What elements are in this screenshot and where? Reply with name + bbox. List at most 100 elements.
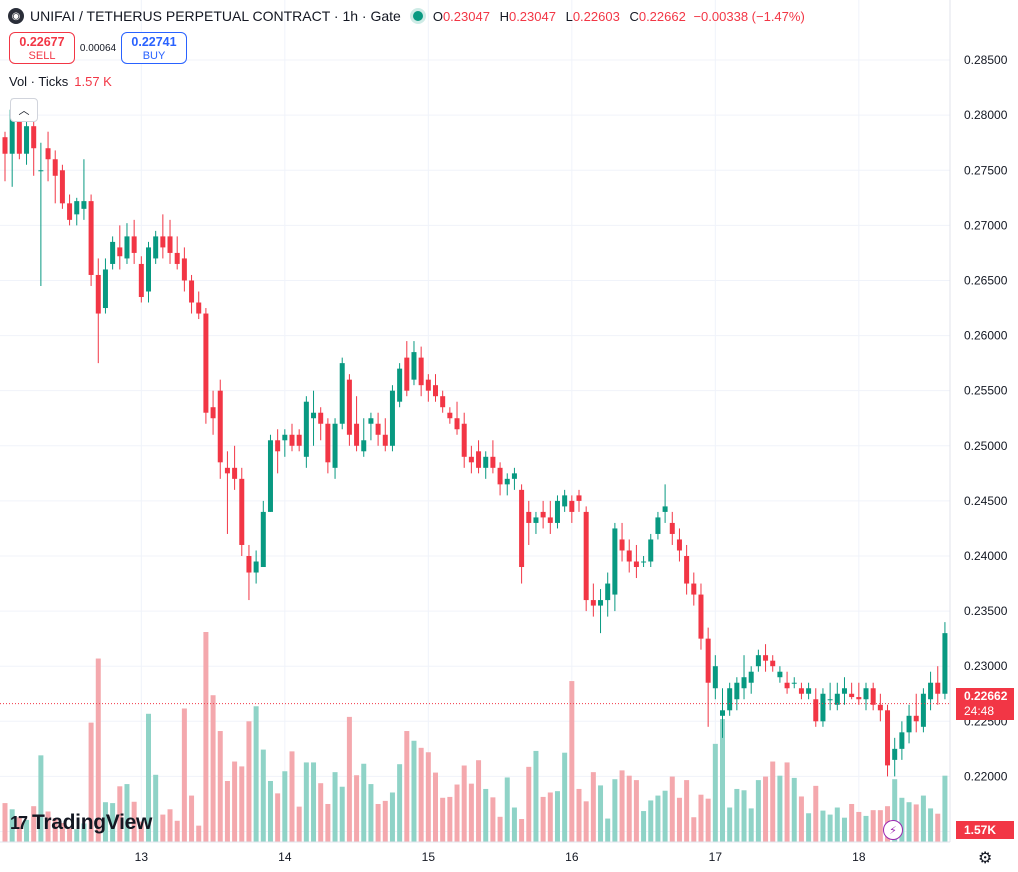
- candle: [928, 671, 934, 711]
- volume-bar: [440, 797, 446, 842]
- token-icon[interactable]: ◉: [8, 8, 24, 24]
- volume-bar: [253, 706, 259, 842]
- volume-bar: [88, 722, 94, 842]
- candle: [619, 522, 625, 562]
- volume-bar: [124, 784, 130, 842]
- volume-bar: [67, 827, 73, 842]
- time-tick-label: 15: [422, 850, 436, 864]
- volume-bar: [102, 802, 108, 842]
- volume-bar: [705, 798, 711, 842]
- candle: [497, 462, 503, 496]
- volume-bar: [770, 761, 776, 842]
- open-value: 0.23047: [442, 8, 490, 24]
- candle: [189, 274, 195, 314]
- candle: [920, 688, 926, 733]
- candle: [433, 374, 438, 402]
- volume-bar: [325, 803, 331, 842]
- price-tick-label: 0.22000: [964, 769, 1008, 783]
- candle: [354, 396, 360, 452]
- volume-bar: [798, 796, 804, 842]
- candle: [913, 693, 919, 733]
- volume-bar: [447, 796, 453, 842]
- volume-bar: [289, 751, 295, 842]
- price-axis[interactable]: 0.28500 0.28000 0.27500 0.27000 0.26500 0.260…: [949, 0, 1018, 872]
- candle: [325, 418, 331, 474]
- ohlc-values: O0.23047 H0.23047 L0.22603 C0.22662 −0.0…: [432, 8, 805, 24]
- candle: [318, 407, 324, 441]
- candle: [856, 682, 862, 705]
- tradingview-logo[interactable]: 17 TradingView: [10, 811, 152, 835]
- volume-bar: [784, 762, 790, 842]
- lightning-icon[interactable]: ⚡: [883, 820, 903, 840]
- candle: [583, 506, 589, 612]
- collapse-legend-button[interactable]: ︿: [10, 98, 38, 122]
- volume-bar: [598, 785, 604, 842]
- volume-bar: [483, 788, 489, 842]
- candle: [88, 194, 94, 286]
- last-price-tag: 0.22662 24:48: [956, 688, 1014, 720]
- volume-legend-label: Vol · Ticks: [9, 74, 69, 89]
- volume-bar: [311, 762, 317, 842]
- candle: [877, 693, 883, 722]
- candle: [777, 666, 783, 683]
- candle: [684, 544, 690, 595]
- sell-button[interactable]: 0.22677 SELL: [9, 32, 75, 64]
- volume-bar: [727, 807, 733, 842]
- candle: [504, 473, 510, 496]
- candle: [841, 677, 847, 705]
- volume-bar: [698, 794, 704, 842]
- symbol-title[interactable]: UNIFAI / TETHERUS PERPETUAL CONTRACT · 1…: [30, 8, 401, 24]
- candle: [361, 418, 367, 457]
- candle: [260, 500, 266, 568]
- candle: [720, 688, 725, 738]
- candle: [203, 308, 209, 424]
- candle: [59, 164, 65, 209]
- bar-countdown: 24:48: [964, 704, 995, 718]
- volume-bar: [461, 765, 467, 842]
- candle: [569, 495, 575, 523]
- candle: [827, 682, 833, 711]
- candle: [662, 484, 668, 523]
- candle: [641, 555, 647, 568]
- volume-bar: [504, 777, 510, 842]
- change-value: −0.00338 (−1.47%): [693, 8, 805, 24]
- volume-bar: [734, 788, 740, 842]
- price-tick-label: 0.27000: [964, 218, 1008, 232]
- volume-bar: [476, 760, 482, 842]
- volume-bar: [928, 808, 934, 842]
- volume-bar: [375, 803, 381, 842]
- candle: [806, 682, 812, 700]
- candle: [167, 219, 173, 264]
- volume-bar: [619, 770, 625, 842]
- volume-bar: [389, 792, 395, 842]
- volume-legend[interactable]: Vol · Ticks 1.57 K: [9, 74, 112, 89]
- chevron-up-icon: ︿: [18, 105, 30, 117]
- volume-bar: [519, 819, 525, 842]
- candle: [935, 666, 941, 705]
- candle: [181, 247, 187, 292]
- candle: [160, 214, 166, 259]
- candle: [2, 131, 8, 182]
- time-axis[interactable]: 13 14 15 16 17 18: [0, 841, 950, 864]
- volume-bar: [691, 817, 697, 842]
- volume-bar: [38, 755, 44, 842]
- volume-bar: [246, 721, 252, 842]
- candle: [217, 379, 223, 479]
- volume-bar: [153, 774, 159, 842]
- gear-icon[interactable]: ⚙: [978, 850, 993, 867]
- candle: [813, 688, 819, 727]
- volume-bar: [834, 807, 840, 842]
- volume-bar: [454, 784, 460, 842]
- volume-bar: [224, 780, 230, 842]
- buy-button[interactable]: 0.22741 BUY: [121, 32, 187, 64]
- price-tick-label: 0.28500: [964, 53, 1008, 67]
- candle: [67, 194, 73, 226]
- volume-bar: [433, 772, 438, 842]
- volume-bar: [877, 810, 883, 842]
- candle: [669, 511, 675, 545]
- volume-bar: [870, 810, 876, 842]
- candle: [526, 500, 532, 545]
- candle: [146, 241, 151, 303]
- volume-bar: [892, 779, 898, 842]
